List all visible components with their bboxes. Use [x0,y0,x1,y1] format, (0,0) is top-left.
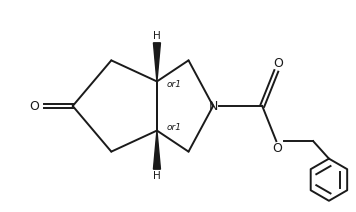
Text: or1: or1 [167,80,182,89]
Text: O: O [29,99,39,113]
Polygon shape [153,43,161,81]
Text: H: H [153,171,161,181]
Text: O: O [272,142,282,155]
Text: or1: or1 [167,123,182,132]
Text: N: N [208,99,218,113]
Text: H: H [153,31,161,41]
Polygon shape [153,131,161,169]
Text: O: O [273,57,283,70]
